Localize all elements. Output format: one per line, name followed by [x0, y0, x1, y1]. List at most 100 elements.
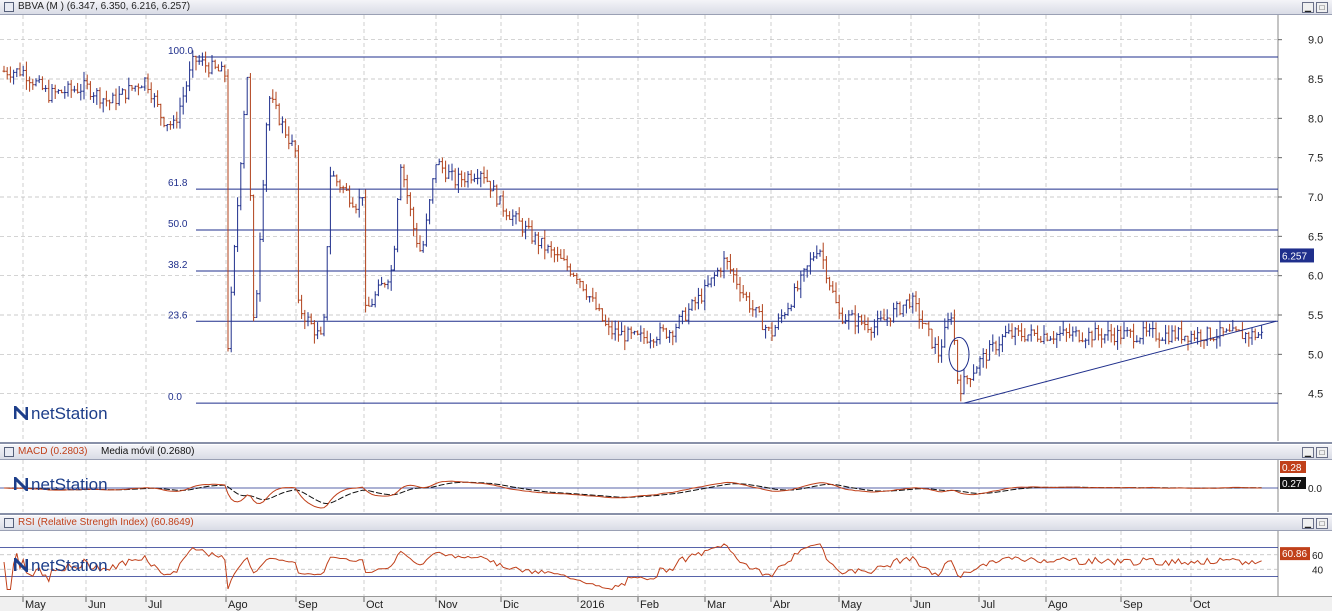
ohlc-bar: [50, 84, 54, 103]
rsi-pane-titlebar: RSI (Relative Strength Index) (60.8649) …: [0, 516, 1332, 531]
ohlc-bar: [850, 309, 854, 316]
support-trendline: [963, 320, 1277, 404]
ohlc-bar: [66, 81, 70, 97]
ohlc-bar: [584, 284, 588, 300]
ohlc-bar: [930, 328, 934, 349]
ohlc-bar: [175, 111, 179, 129]
ohlc-bar: [370, 298, 374, 307]
ohlc-bar: [303, 309, 307, 330]
ohlc-bar: [1183, 335, 1187, 342]
ohlc-bar: [463, 172, 467, 188]
ohlc-bar: [767, 326, 771, 331]
ohlc-bar: [885, 309, 889, 327]
maximize-button[interactable]: □: [1316, 518, 1328, 529]
ohlc-bar: [348, 185, 352, 208]
ohlc-bar: [373, 291, 377, 308]
ohlc-bar: [616, 320, 620, 342]
ohlc-bar: [1042, 325, 1046, 345]
ohlc-bar: [31, 78, 35, 90]
month-label: Jun: [913, 599, 931, 611]
ohlc-bar: [725, 256, 729, 270]
macd-chart[interactable]: 0.0 0.28 0.27: [0, 460, 1332, 512]
ohlc-bar: [389, 264, 393, 291]
rsi-tick-label: 40: [1312, 565, 1324, 576]
price-chart[interactable]: 9.0 8.5 8.0 7.5 7.0 6.5 6.0 5.5 5.0 4.5 100.0 61.8 5…: [0, 15, 1332, 441]
ohlc-bar: [978, 356, 982, 376]
ohlc-bar: [869, 327, 873, 341]
month-label: Sep: [298, 599, 318, 611]
ohlc-bar: [741, 285, 745, 299]
ohlc-bar: [1090, 330, 1094, 348]
month-label: Jul: [148, 599, 162, 611]
ohlc-bar: [975, 366, 979, 374]
ohlc-bar: [879, 310, 883, 321]
ohlc-bar: [658, 322, 662, 345]
ohlc-bar: [56, 89, 60, 94]
ohlc-bar: [408, 192, 412, 217]
ohlc-bar: [165, 124, 169, 132]
ohlc-bar: [133, 85, 137, 92]
ohlc-bar: [972, 364, 976, 381]
minimize-button[interactable]: ▁: [1302, 447, 1314, 458]
ohlc-bar: [492, 180, 496, 192]
ohlc-bar: [962, 369, 966, 395]
ohlc-bar: [645, 330, 649, 344]
ohlc-bar: [300, 294, 304, 319]
ohlc-bar: [911, 292, 915, 314]
ohlc-bar: [447, 164, 451, 179]
minimize-button[interactable]: ▁: [1302, 518, 1314, 529]
ohlc-bar: [392, 245, 396, 271]
maximize-button[interactable]: □: [1316, 447, 1328, 458]
ohlc-bar: [450, 163, 454, 181]
ohlc-bar: [117, 86, 121, 106]
ohlc-bar: [194, 55, 198, 71]
ohlc-bar: [469, 170, 473, 184]
ohlc-bar: [872, 319, 876, 338]
ohlc-bar: [120, 88, 124, 95]
ohlc-bar: [69, 80, 73, 98]
month-label: Mar: [707, 599, 726, 611]
last-price-value: 6.257: [1282, 251, 1307, 262]
ohlc-bar: [485, 169, 489, 183]
ohlc-bar: [178, 97, 182, 129]
ohlc-bar: [1048, 336, 1052, 341]
ohlc-bar: [226, 69, 230, 352]
ohlc-bar: [274, 91, 278, 110]
ohlc-bar: [495, 184, 499, 207]
ohlc-bar: [680, 310, 684, 325]
maximize-button[interactable]: □: [1316, 2, 1328, 13]
ohlc-bar: [1173, 325, 1177, 342]
ohlc-bar: [773, 324, 777, 337]
ohlc-bar: [268, 96, 272, 131]
ohlc-bar: [434, 164, 438, 184]
ohlc-bar: [1125, 327, 1129, 337]
minimize-button[interactable]: ▁: [1302, 2, 1314, 13]
ohlc-bar: [901, 304, 905, 317]
price-pane: BBVA (M ) (6.347, 6.350, 6.216, 6.257) ▁…: [0, 0, 1332, 444]
ohlc-bar: [1224, 328, 1228, 333]
ohlc-bar: [380, 276, 384, 286]
ohlc-bar: [79, 83, 83, 101]
ohlc-bar: [700, 288, 704, 304]
ohlc-bar: [181, 86, 185, 115]
ohlc-bar: [255, 290, 259, 318]
ohlc-bar: [943, 318, 947, 348]
ohlc-bar: [802, 268, 806, 282]
ohlc-bar: [440, 157, 444, 174]
rsi-chart[interactable]: 60 40 60.86: [0, 531, 1332, 596]
ohlc-bar: [559, 249, 563, 259]
ohlc-bar: [722, 250, 726, 279]
ohlc-bar: [453, 168, 457, 189]
ohlc-bar: [607, 317, 611, 336]
ohlc-bar: [517, 207, 521, 222]
ohlc-bar: [684, 307, 688, 322]
ohlc-bar: [28, 76, 32, 92]
ohlc-bar: [834, 282, 838, 304]
logo-text: netStation: [31, 556, 108, 575]
price-tick-label: 6.5: [1308, 231, 1323, 243]
ohlc-bar: [2, 65, 6, 73]
ohlc-bar: [104, 90, 108, 107]
ohlc-bar: [1023, 328, 1027, 343]
ohlc-bar: [984, 348, 988, 369]
ohlc-bar: [690, 299, 694, 312]
